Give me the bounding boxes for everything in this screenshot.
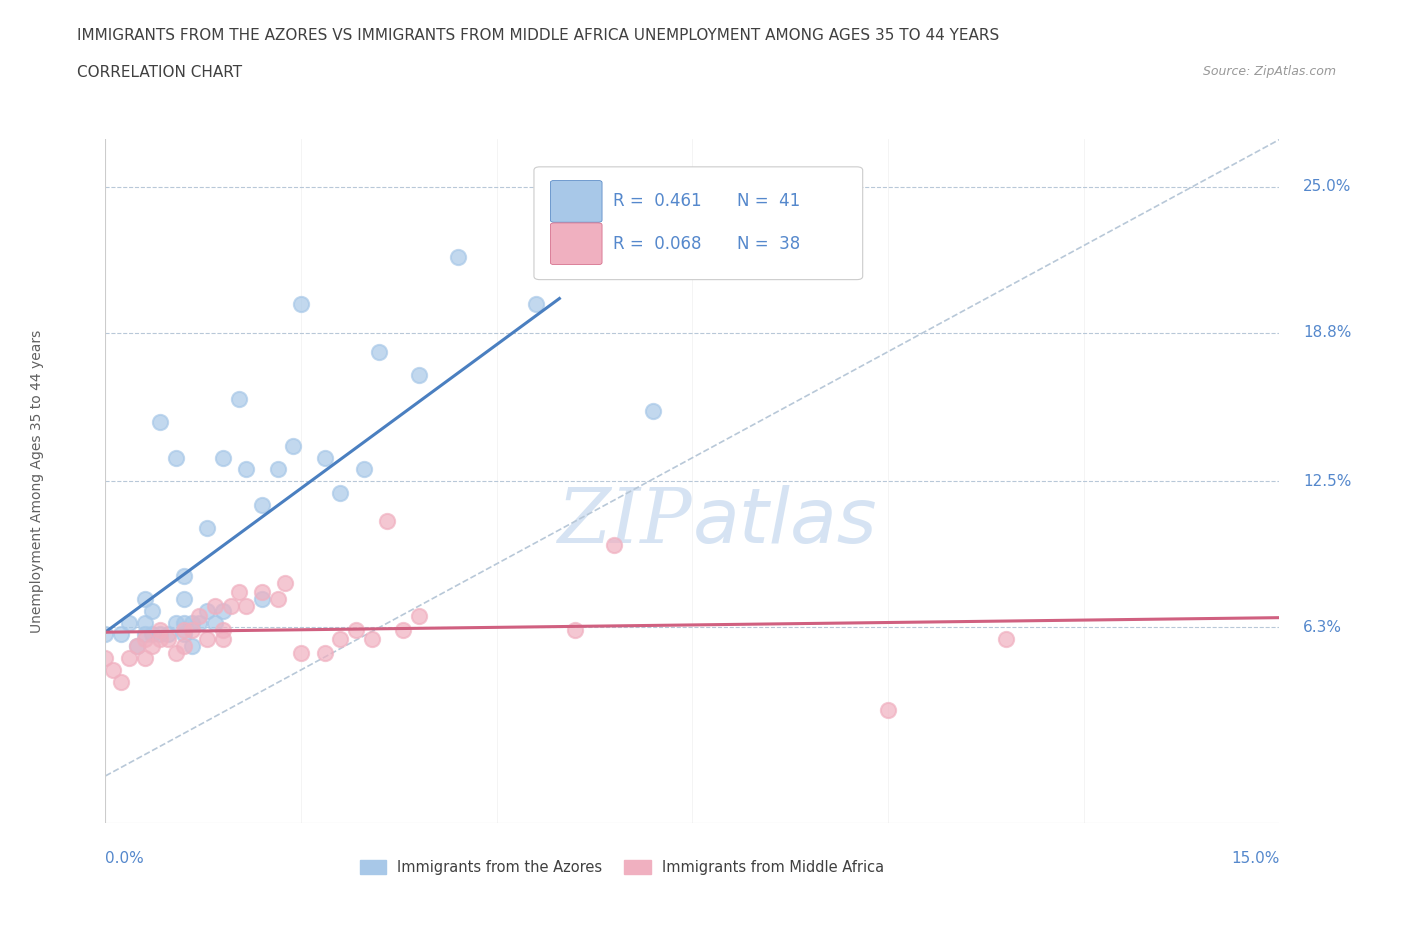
Point [235, 599, 257, 614]
Point [157, 631, 180, 646]
Point [110, 627, 132, 642]
Text: IMMIGRANTS FROM THE AZORES VS IMMIGRANTS FROM MIDDLE AFRICA UNEMPLOYMENT AMONG A: IMMIGRANTS FROM THE AZORES VS IMMIGRANTS… [77, 28, 1000, 43]
Text: 0.0%: 0.0% [105, 851, 145, 867]
Point [149, 627, 172, 642]
Point [368, 344, 391, 359]
Point [149, 631, 172, 646]
Point [195, 631, 218, 646]
Text: 12.5%: 12.5% [1303, 473, 1351, 489]
Point [211, 604, 233, 618]
Point [392, 622, 415, 637]
Point [603, 538, 626, 552]
Point [211, 631, 233, 646]
Text: 6.3%: 6.3% [1303, 620, 1341, 635]
Point [250, 585, 273, 600]
Point [564, 622, 586, 637]
Point [360, 631, 382, 646]
Point [134, 651, 156, 666]
Point [195, 604, 218, 618]
Point [877, 702, 900, 717]
Point [211, 450, 233, 465]
Point [149, 622, 172, 637]
Point [250, 498, 273, 512]
Text: 15.0%: 15.0% [1232, 851, 1279, 867]
Point [134, 631, 156, 646]
Point [103, 662, 125, 677]
Text: 25.0%: 25.0% [1303, 179, 1351, 194]
Point [314, 450, 336, 465]
Point [446, 250, 468, 265]
Point [643, 403, 665, 418]
Point [195, 521, 218, 536]
Text: Source: ZipAtlas.com: Source: ZipAtlas.com [1202, 65, 1336, 78]
Point [173, 591, 195, 606]
Text: 18.8%: 18.8% [1303, 326, 1351, 340]
Legend: Immigrants from the Azores, Immigrants from Middle Africa: Immigrants from the Azores, Immigrants f… [354, 854, 890, 881]
Point [204, 599, 226, 614]
Text: N =  41: N = 41 [737, 193, 800, 210]
Point [165, 646, 187, 661]
Point [110, 674, 132, 689]
Text: R =  0.068: R = 0.068 [613, 234, 702, 253]
Point [250, 591, 273, 606]
Point [134, 591, 156, 606]
Point [204, 616, 226, 631]
Point [290, 297, 312, 312]
Point [188, 608, 211, 623]
Point [266, 591, 288, 606]
Point [165, 616, 187, 631]
Point [375, 514, 398, 529]
Point [219, 599, 242, 614]
Point [134, 627, 156, 642]
FancyBboxPatch shape [550, 180, 602, 222]
Point [118, 616, 141, 631]
FancyBboxPatch shape [534, 166, 863, 280]
Point [125, 639, 148, 654]
Point [344, 622, 367, 637]
Point [173, 627, 195, 642]
Point [149, 415, 172, 430]
Point [524, 297, 547, 312]
Point [408, 608, 430, 623]
Point [188, 616, 211, 631]
Point [165, 450, 187, 465]
Point [228, 392, 250, 406]
Point [141, 604, 163, 618]
Point [180, 622, 202, 637]
Point [173, 622, 195, 637]
Point [329, 631, 352, 646]
Point [94, 651, 117, 666]
Point [157, 627, 180, 642]
Point [290, 646, 312, 661]
Point [141, 627, 163, 642]
Text: N =  38: N = 38 [737, 234, 800, 253]
Point [266, 462, 288, 477]
Point [118, 651, 141, 666]
Text: R =  0.461: R = 0.461 [613, 193, 702, 210]
Point [274, 575, 297, 590]
Point [180, 616, 202, 631]
Text: CORRELATION CHART: CORRELATION CHART [77, 65, 242, 80]
Point [283, 438, 305, 453]
Point [228, 585, 250, 600]
Point [125, 639, 148, 654]
Point [235, 462, 257, 477]
FancyBboxPatch shape [550, 223, 602, 265]
Point [141, 639, 163, 654]
Point [180, 639, 202, 654]
Point [994, 631, 1017, 646]
Point [408, 367, 430, 382]
Point [329, 485, 352, 500]
Point [211, 622, 233, 637]
Point [353, 462, 375, 477]
Text: Unemployment Among Ages 35 to 44 years: Unemployment Among Ages 35 to 44 years [31, 329, 45, 633]
Point [173, 568, 195, 583]
Text: ZIP: ZIP [558, 485, 692, 559]
Point [134, 616, 156, 631]
Point [173, 639, 195, 654]
Point [314, 646, 336, 661]
Point [94, 627, 117, 642]
Point [173, 616, 195, 631]
Text: atlas: atlas [692, 485, 877, 559]
